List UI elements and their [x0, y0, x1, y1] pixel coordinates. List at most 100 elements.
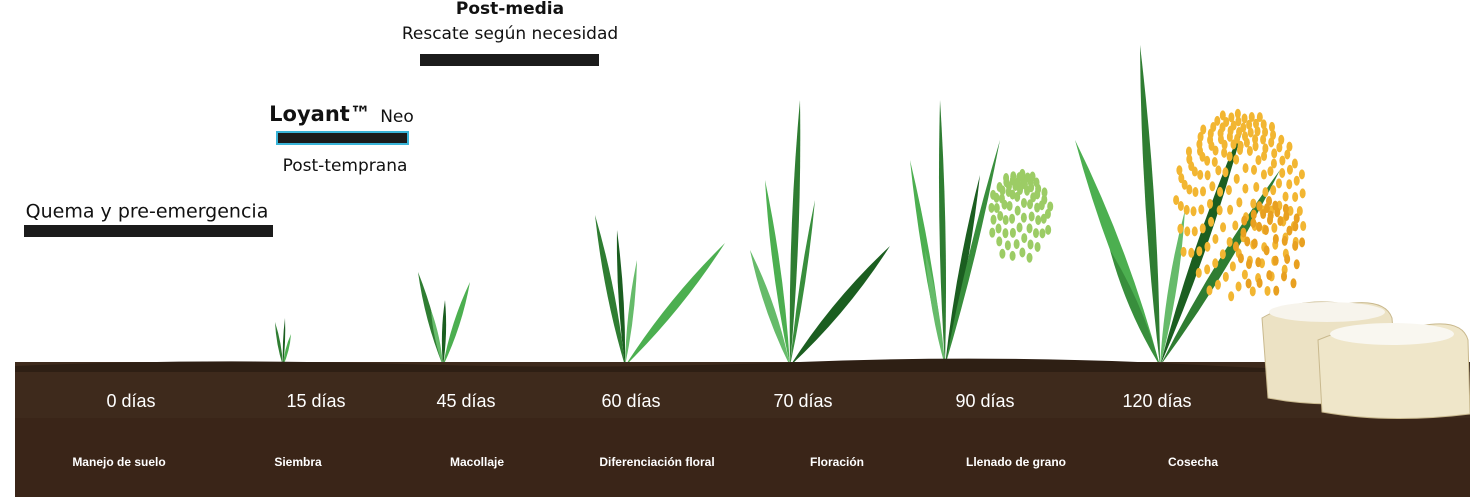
grain — [1215, 280, 1221, 290]
grain — [1232, 221, 1238, 231]
grain — [1255, 257, 1261, 267]
grain — [1257, 112, 1263, 122]
grain — [1010, 251, 1016, 261]
grain — [1270, 185, 1276, 195]
grain — [1028, 239, 1034, 249]
grain — [1292, 192, 1298, 202]
grain — [1283, 192, 1289, 202]
grain — [1217, 205, 1223, 215]
grain — [1269, 122, 1275, 132]
grain — [1278, 135, 1284, 145]
stage-band — [15, 418, 1470, 497]
grain — [1273, 256, 1279, 266]
grain — [1250, 199, 1256, 209]
grain — [1045, 225, 1051, 235]
grain — [1227, 205, 1233, 215]
grain — [1019, 169, 1025, 179]
grain — [1226, 185, 1232, 195]
grain — [1252, 238, 1258, 248]
grain — [1286, 142, 1292, 152]
treatment-note: Rescate según necesidad — [402, 24, 618, 44]
grain — [1215, 165, 1221, 175]
grain — [1251, 165, 1257, 175]
grain — [1220, 249, 1226, 259]
infographic: Post-media Rescate según necesidad Loyan… — [0, 0, 1470, 497]
grain — [1235, 109, 1241, 119]
treatment-note: Post-temprana — [283, 156, 408, 176]
grain — [1246, 278, 1252, 288]
grain — [1204, 242, 1210, 252]
grain — [1292, 159, 1298, 169]
grain — [996, 224, 1002, 234]
stage-label: Siembra — [274, 455, 322, 469]
grain — [1292, 241, 1298, 251]
grain — [1181, 247, 1187, 257]
treatment-bar — [277, 132, 408, 144]
grain — [1227, 151, 1233, 161]
grain — [1240, 123, 1246, 133]
grain — [1014, 239, 1020, 249]
grain — [1263, 225, 1269, 235]
grain — [1287, 165, 1293, 175]
grain — [991, 215, 997, 225]
grain — [1010, 228, 1016, 238]
grain — [1261, 170, 1267, 180]
grain — [1191, 206, 1197, 216]
grain — [1271, 159, 1277, 169]
grain — [1284, 254, 1290, 264]
grain — [1249, 112, 1255, 122]
grain — [1281, 271, 1287, 281]
grain — [1228, 291, 1234, 301]
stage-label: Diferenciación floral — [599, 455, 714, 469]
grain — [1208, 217, 1214, 227]
grain — [1273, 234, 1279, 244]
grain — [1220, 222, 1226, 232]
grain — [1294, 213, 1300, 223]
grain — [1184, 226, 1190, 236]
day-label: 0 días — [106, 391, 155, 411]
grain — [1256, 201, 1262, 211]
grain — [1242, 184, 1248, 194]
grain — [1042, 187, 1048, 197]
grain — [1300, 188, 1306, 198]
grain — [1186, 146, 1192, 156]
grain — [1282, 236, 1288, 246]
grain — [1233, 242, 1239, 252]
grain — [1279, 156, 1285, 166]
stage-label: Manejo de suelo — [72, 455, 165, 469]
grain — [1047, 201, 1053, 211]
grain — [1206, 285, 1212, 295]
grain — [1294, 176, 1300, 186]
stage-label: Floración — [810, 455, 864, 469]
rice — [1330, 323, 1454, 345]
grain — [1196, 246, 1202, 256]
stage-label: Macollaje — [450, 455, 504, 469]
grain — [1273, 286, 1279, 296]
grain — [1035, 215, 1041, 225]
day-label: 45 días — [436, 391, 495, 411]
grain — [1276, 178, 1282, 188]
grain — [1030, 172, 1036, 182]
grain — [1019, 248, 1025, 258]
grain — [1027, 253, 1033, 263]
grain — [1256, 222, 1262, 232]
grain — [1003, 173, 1009, 183]
grain — [1197, 170, 1203, 180]
grain — [1236, 281, 1242, 291]
grain — [1262, 187, 1268, 197]
grain — [1222, 167, 1228, 177]
grain — [988, 203, 994, 213]
treatment-name: Quema y pre-emergencia — [26, 201, 269, 223]
grain — [1198, 205, 1204, 215]
grain — [1299, 237, 1305, 247]
grain — [1192, 187, 1198, 197]
grain — [1230, 261, 1236, 271]
grain — [1176, 165, 1182, 175]
grain — [1017, 223, 1023, 233]
grain — [1002, 228, 1008, 238]
grain — [1264, 245, 1270, 255]
grain — [1009, 214, 1015, 224]
grain — [1033, 228, 1039, 238]
rice — [1269, 302, 1385, 322]
grain — [994, 203, 1000, 213]
